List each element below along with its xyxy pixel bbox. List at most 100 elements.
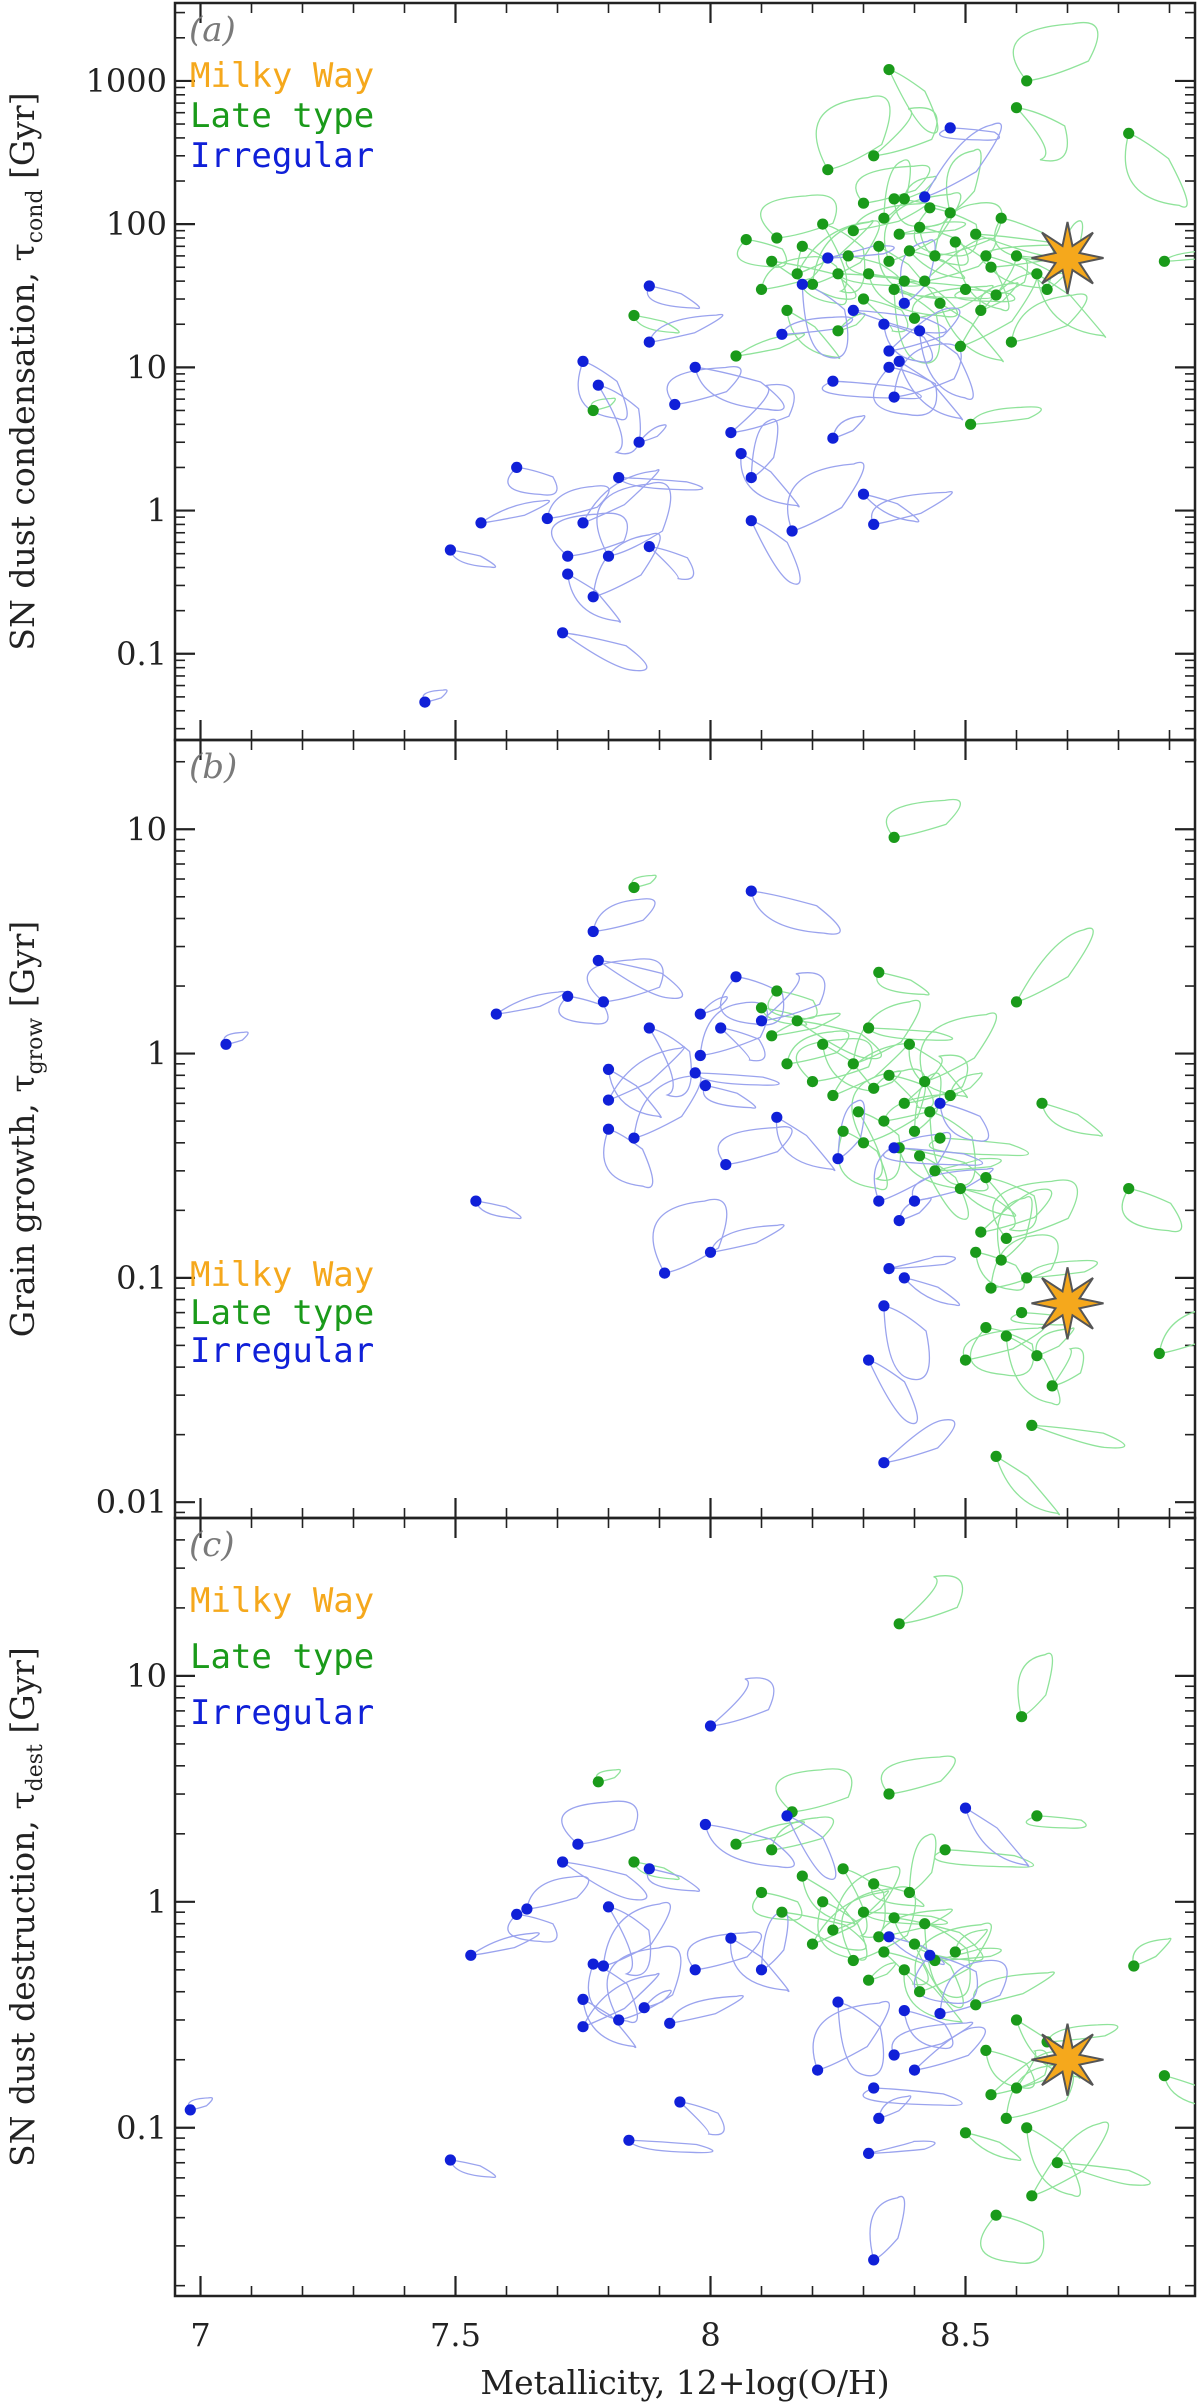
y-tick-label: 100 [106, 205, 167, 243]
irregular-point [444, 2154, 456, 2166]
y-tick-label: 0.01 [96, 1483, 167, 1521]
uncertainty-contour [1026, 1259, 1098, 1279]
late-type-point [919, 275, 931, 287]
uncertainty-contour [985, 1176, 1038, 1232]
irregular-point [562, 990, 574, 1002]
uncertainty-contour [992, 1179, 1078, 1240]
irregular-point [832, 1153, 844, 1165]
late-type-point [903, 1886, 916, 1899]
uncertainty-contour [775, 1768, 853, 1813]
uncertainty-contour [223, 1031, 249, 1045]
y-tick-label: 1 [147, 492, 167, 530]
uncertainty-contour [1017, 1652, 1054, 1718]
late-type-point [730, 1838, 742, 1850]
uncertainty-contour [811, 1890, 890, 1945]
uncertainty-contour [771, 1816, 835, 1851]
y-axis-title: SN dust destruction, τdest [Gyr] [3, 1647, 48, 2167]
late-type-point [755, 1886, 768, 1899]
uncertainty-contour [760, 1910, 789, 1971]
uncertainty-contour [1046, 2023, 1119, 2043]
late-type-point [980, 2044, 992, 2056]
irregular-point [577, 2021, 589, 2033]
late-type-point [878, 1946, 890, 1958]
uncertainty-contour [1026, 2127, 1081, 2197]
uncertainty-contour [919, 1012, 998, 1083]
late-type-point [954, 340, 967, 352]
uncertainty-contour [1012, 22, 1099, 82]
uncertainty-contour [899, 221, 967, 235]
uncertainty-contour [646, 1868, 701, 1892]
uncertainty-contour [924, 122, 1003, 198]
late-type-point [1010, 250, 1023, 262]
irregular-point [602, 1123, 615, 1135]
uncertainty-contour [787, 461, 865, 532]
late-type-point [944, 1089, 956, 1102]
uncertainty-contour [786, 1030, 850, 1065]
late-type-point [857, 1137, 870, 1149]
late-type-point [1005, 336, 1018, 348]
uncertainty-contour [898, 1147, 989, 1192]
irregular-point [796, 278, 808, 290]
uncertainty-contour [495, 990, 566, 1015]
uncertainty-contour [796, 1020, 883, 1060]
legend-entry-late-type: Late type [190, 96, 374, 136]
uncertainty-contour [1041, 1102, 1103, 1137]
uncertainty-contour [686, 1931, 763, 1971]
uncertainty-contour [893, 198, 949, 228]
uncertainty-contour [837, 1130, 888, 1191]
late-type-point [628, 309, 640, 322]
irregular-point [511, 461, 523, 473]
y-axis-title-unit: [Gyr] [3, 92, 42, 189]
irregular-point [755, 1964, 768, 1976]
irregular-point [419, 696, 431, 708]
uncertainty-contour [868, 1359, 919, 1425]
uncertainty-contour [980, 2214, 1045, 2264]
y-tick-label: 0.1 [116, 2109, 167, 2147]
uncertainty-contour [911, 1167, 994, 1202]
uncertainty-contour [607, 1046, 686, 1101]
uncertainty-contour [590, 397, 616, 412]
x-ticks [199, 740, 1171, 1518]
uncertainty-contour [959, 1187, 1017, 1217]
uncertainty-contour [934, 202, 1003, 257]
late-type-point [888, 1912, 900, 1924]
late-type-point [1123, 1183, 1135, 1195]
late-type-point [970, 1246, 982, 1258]
irregular-point [587, 591, 599, 603]
uncertainty-contour [597, 959, 684, 999]
late-type-point [868, 1082, 880, 1094]
irregular-point [689, 361, 701, 373]
uncertainty-contour [863, 493, 920, 523]
late-type-point [888, 283, 900, 295]
y-tick-label: 0.1 [116, 1259, 167, 1297]
irregular-point [490, 1008, 502, 1020]
uncertainty-contour [821, 380, 922, 400]
uncertainty-contour [586, 958, 664, 1003]
late-type-point [832, 325, 844, 337]
late-type-point [914, 1986, 926, 1998]
late-type-point [1051, 2157, 1063, 2169]
late-type-point [817, 1038, 829, 1050]
legend-entry-milky-way: Milky Way [190, 1581, 374, 1621]
late-type-point [898, 275, 910, 287]
irregular-point [847, 304, 859, 316]
late-type-points [628, 831, 1165, 1462]
y-axis-title-subscript: dest [23, 1744, 48, 1791]
uncertainty-contour [914, 1922, 992, 1993]
panel-a: 0.1 1 10 100 1000 SN dust condensation, τcond… [3, 1, 1197, 742]
irregular-point [623, 2134, 635, 2146]
irregular-point [587, 925, 599, 938]
y-tick-label: 1 [147, 1883, 167, 1921]
y-tick-label: 10 [126, 348, 167, 386]
irregular-point [868, 518, 880, 531]
late-type-point [893, 228, 905, 240]
irregular-point [857, 488, 870, 500]
irregular-point [521, 1903, 533, 1915]
late-type-point [1031, 1350, 1043, 1362]
irregular-point [898, 1272, 910, 1284]
panel-c: 0.1 1 10 SN dust destruction, τdest [Gyr] (c… [3, 1516, 1197, 2298]
irregular-point [893, 1215, 905, 1227]
uncertainty-contour [812, 2000, 890, 2071]
late-type-point [873, 966, 885, 979]
milky-way-star [1031, 221, 1104, 295]
